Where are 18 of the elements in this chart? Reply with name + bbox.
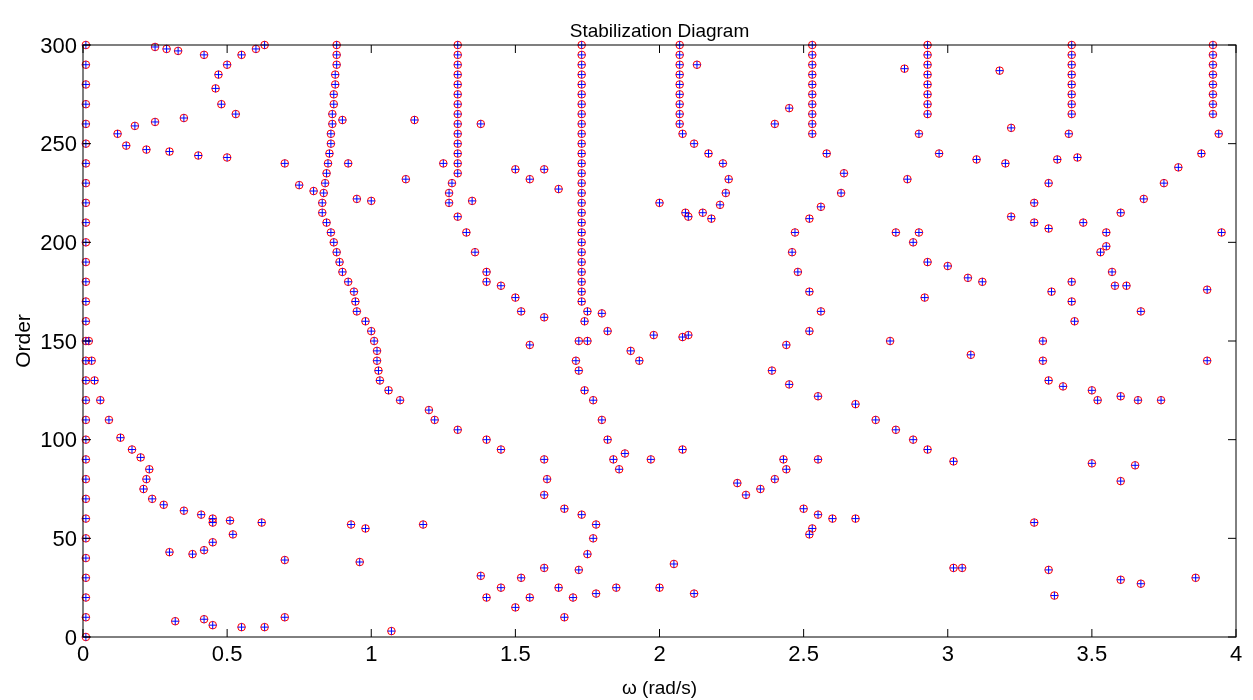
x-tick-label: 3 [941,641,954,666]
x-axis-title: ω (rad/s) [621,677,698,698]
x-tick-label: 2 [653,641,666,666]
y-tick-label: 50 [52,526,77,552]
x-tick-label: 1.5 [500,641,531,666]
y-axis-title: Order [11,314,34,368]
x-tick-label: 3.5 [1076,641,1108,666]
y-tick-label: 200 [40,230,77,256]
x-tick-label: 2.5 [788,641,819,666]
x-tick-label: 0.5 [211,641,243,666]
chart-title: Stabilization Diagram [569,20,750,41]
x-tick-label: 4 [1229,641,1243,666]
y-tick-label: 100 [40,427,77,453]
x-tick-label: 1 [365,641,378,666]
y-tick-label: 300 [40,32,77,58]
y-tick-label: 0 [64,624,77,650]
y-tick-label: 250 [40,131,77,157]
y-tick-label: 150 [40,328,77,354]
